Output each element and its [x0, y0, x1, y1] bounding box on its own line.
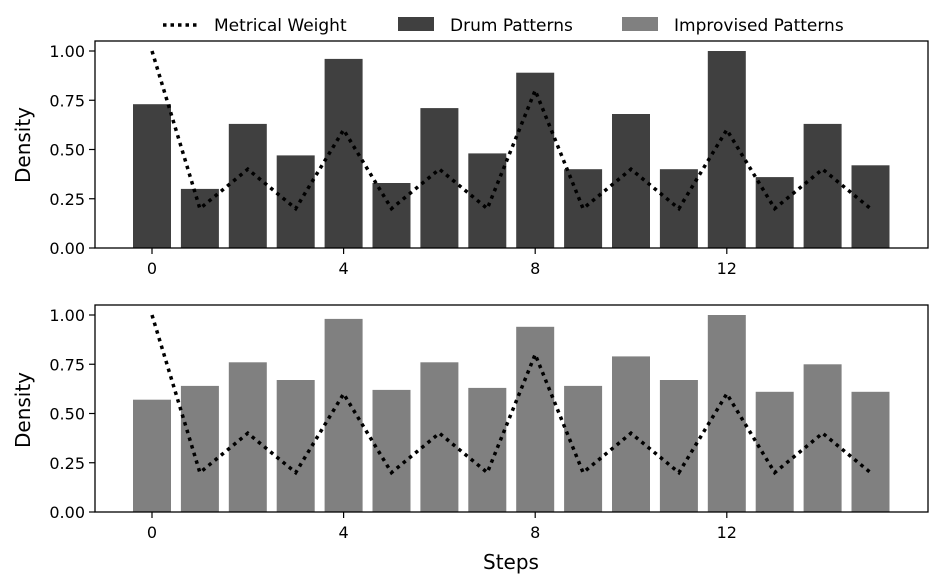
panel-top: 0.00 0.25 0.50 0.75 1.00 0 4 8 12 Density	[11, 40, 929, 278]
top-bar-1	[180, 188, 219, 248]
top-metrical-weight-line	[150, 50, 872, 212]
bottom-bar-15	[851, 391, 890, 512]
legend-label-drum-patterns: Drum Patterns	[450, 16, 573, 36]
bottom-y-axis-label: Density	[11, 372, 35, 448]
bottom-bar-9	[564, 385, 603, 512]
top-bar-7	[468, 153, 507, 248]
top-bar-15	[851, 165, 890, 248]
bottom-bar-14	[803, 364, 842, 513]
legend-swatch-drum-patterns	[398, 17, 434, 31]
top-xtick-label-0: 0	[147, 259, 157, 278]
bottom-xtick-label-3: 12	[717, 523, 737, 542]
top-bar-5	[372, 183, 411, 248]
bottom-ytick-label-4: 1.00	[49, 306, 85, 325]
bottom-bar-6	[420, 362, 459, 512]
bottom-xtick-label-2: 8	[530, 523, 540, 542]
bottom-bar-7	[468, 387, 507, 512]
bottom-bars	[133, 315, 890, 513]
top-bar-9	[564, 169, 603, 248]
top-bar-8	[516, 72, 555, 248]
top-plot-frame	[94, 40, 929, 249]
top-bar-12	[707, 51, 746, 248]
legend-label-metrical-weight: Metrical Weight	[214, 16, 347, 36]
top-bars	[133, 51, 890, 249]
bottom-ytick-label-3: 0.75	[49, 355, 85, 374]
top-ytick-label-2: 0.50	[49, 141, 85, 160]
top-xtick-label-1: 4	[339, 259, 349, 278]
bottom-bar-3	[276, 380, 315, 512]
top-ytick-label-4: 1.00	[49, 42, 85, 61]
bottom-xtick-label-1: 4	[339, 523, 349, 542]
bottom-bar-2	[228, 362, 267, 512]
bottom-ytick-label-0: 0.00	[49, 503, 85, 522]
bottom-bar-4	[324, 318, 363, 512]
top-ytick-label-0: 0.00	[49, 239, 85, 258]
bottom-bar-12	[707, 315, 746, 512]
bottom-x-axis-label: Steps	[483, 550, 539, 574]
legend: Metrical Weight Drum Patterns Improvised…	[163, 16, 844, 36]
top-y-axis-label: Density	[11, 107, 35, 183]
legend-swatch-improvised-patterns	[622, 17, 658, 31]
bottom-bar-0	[133, 399, 171, 512]
bottom-y-ticks: 0.00 0.25 0.50 0.75 1.00	[49, 306, 95, 522]
bottom-metrical-weight-line	[150, 314, 872, 476]
top-bar-3	[276, 155, 315, 248]
bottom-ytick-label-1: 0.25	[49, 454, 85, 473]
legend-label-improvised-patterns: Improvised Patterns	[674, 16, 844, 36]
bottom-bar-8	[516, 326, 555, 512]
bottom-xtick-label-0: 0	[147, 523, 157, 542]
top-bar-2	[228, 123, 267, 248]
bottom-plot-frame	[94, 304, 929, 513]
top-bar-0	[133, 104, 171, 248]
panel-bottom: 0.00 0.25 0.50 0.75 1.00 0 4 8 12 Density Steps	[11, 304, 929, 574]
top-xtick-label-2: 8	[530, 259, 540, 278]
bottom-ytick-label-2: 0.50	[49, 405, 85, 424]
bottom-bar-11	[659, 380, 698, 512]
top-ytick-label-3: 0.75	[49, 91, 85, 110]
bottom-bar-5	[372, 389, 411, 512]
top-x-ticks: 0 4 8 12	[147, 248, 737, 278]
top-y-ticks: 0.00 0.25 0.50 0.75 1.00	[49, 42, 95, 258]
top-bar-6	[420, 108, 459, 248]
top-bar-14	[803, 123, 842, 248]
top-ytick-label-1: 0.25	[49, 190, 85, 209]
top-xtick-label-3: 12	[717, 259, 737, 278]
bottom-x-ticks: 0 4 8 12	[147, 512, 737, 542]
bottom-bar-1	[180, 385, 219, 512]
